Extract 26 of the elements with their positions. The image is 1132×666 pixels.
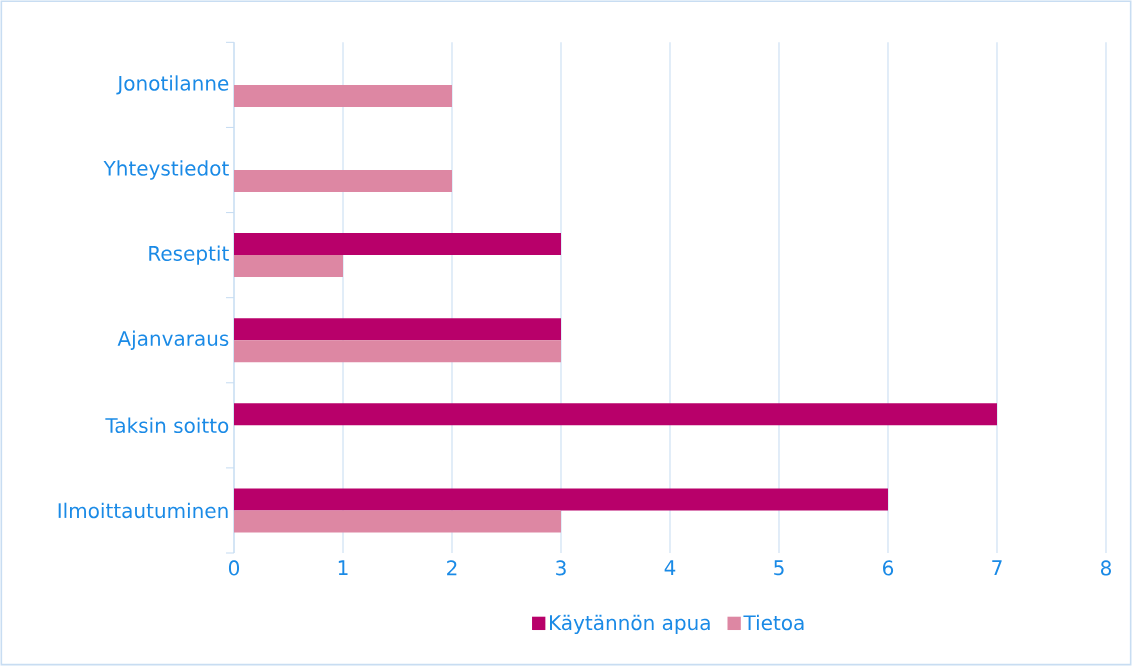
x-tick-label: 4 [664,560,676,575]
x-tick-label: 2 [447,560,457,576]
bar [234,510,561,533]
legend-label: Tietoa [743,614,804,631]
bar [234,233,561,256]
x-tick-label: 7 [992,560,1002,575]
x-tick-label: 8 [1100,560,1111,576]
bar [234,403,997,426]
bar [234,488,888,511]
x-tick-label: 1 [338,560,348,575]
bar [234,318,561,341]
x-tick-label: 3 [556,560,566,576]
x-tick-label: 5 [774,560,784,576]
y-tick-label: Ajanvaraus [117,330,229,350]
x-tick-label: 6 [883,560,894,576]
bar [234,170,452,192]
y-tick-label: Jonotilanne [116,75,229,95]
legend-label: Käytännön apua [550,614,710,635]
x-tick-label: 0 [228,560,240,576]
bar [234,84,452,107]
bar [234,255,343,278]
y-tick-label: Ilmoittautuminen [58,502,228,519]
bar [234,340,561,363]
y-tick-label: Yhteystiedot [103,160,229,180]
y-tick-label: Reseptit [149,245,229,265]
y-tick-label: Taksin soitto [105,417,229,434]
